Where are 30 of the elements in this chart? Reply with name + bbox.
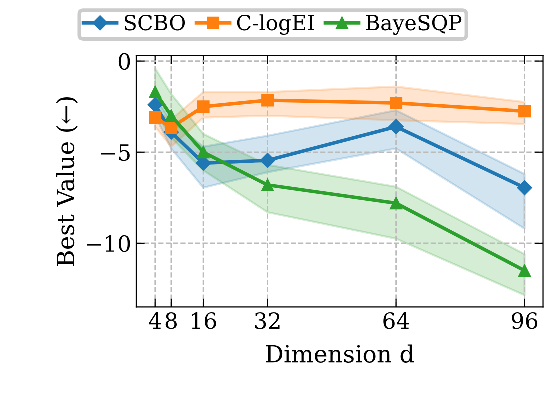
point: [262, 94, 274, 107]
point: [148, 97, 163, 113]
legend-label: BayeSQP: [366, 14, 462, 36]
x-axis-title: Dimension d: [266, 344, 414, 363]
point: [165, 122, 178, 134]
point: [165, 110, 178, 122]
point: [390, 96, 403, 110]
legend-label: C-logEI: [237, 14, 314, 36]
point: [518, 105, 532, 118]
y-tick-label: −10: [87, 235, 130, 252]
point: [517, 180, 532, 196]
y-tick-label: 0: [118, 53, 130, 70]
x-tick-label: 4: [148, 312, 162, 329]
point: [260, 153, 276, 168]
legend-label: SCBO: [124, 14, 186, 31]
point: [262, 178, 274, 192]
point: [197, 146, 210, 159]
point: [197, 100, 210, 114]
x-tick-label: 8: [166, 312, 178, 330]
x-tick-label: 16: [192, 312, 216, 330]
x-tick-label: 64: [384, 312, 410, 330]
point: [388, 119, 404, 134]
point: [149, 86, 162, 99]
y-tick-label: −5: [101, 144, 130, 162]
x-tick-label: 32: [255, 312, 280, 330]
point: [390, 197, 403, 210]
y-axis-title: Best Value (←): [56, 97, 78, 266]
x-tick-label: 96: [512, 312, 538, 330]
point: [518, 264, 532, 278]
point: [149, 112, 162, 124]
